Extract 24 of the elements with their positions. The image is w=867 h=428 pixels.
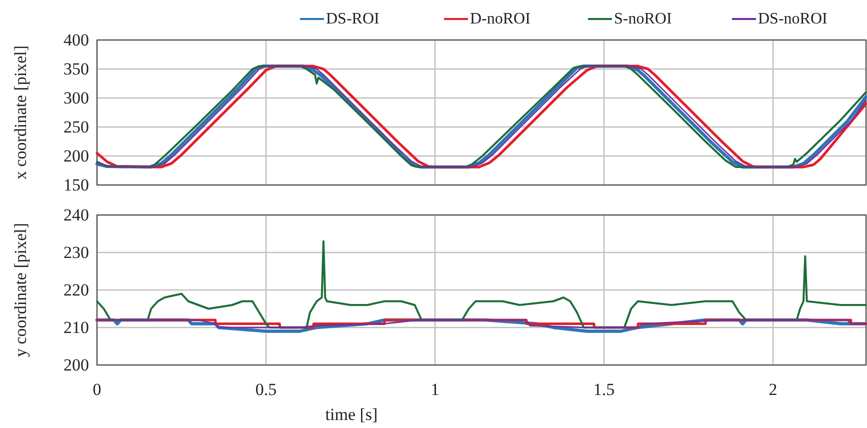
y-tick-label: 300: [64, 88, 89, 108]
y-tick-label: 400: [64, 30, 89, 50]
x-tick-label: 1.5: [593, 380, 615, 399]
x-axis-title: time [s]: [325, 405, 378, 424]
x-tick-label: 1: [430, 380, 440, 399]
y-axis-title: y coordinate [pixel]: [11, 222, 30, 358]
y-tick-label: 200: [64, 146, 89, 166]
legend-label: DS-noROI: [758, 10, 828, 28]
y-axis-title: x coordinate [pixel]: [11, 45, 30, 180]
y-tick-label: 220: [64, 280, 89, 300]
y-tick-label: 210: [64, 318, 89, 337]
y-tick-label: 150: [64, 176, 89, 194]
y-tick-label: 200: [64, 356, 89, 374]
legend-label: DS-ROI: [326, 10, 380, 28]
y-tick-label: 230: [64, 243, 89, 262]
y-tick-label: 350: [64, 60, 89, 78]
x-tick-label: 0: [92, 380, 102, 399]
x-tick-label: 0.5: [255, 380, 277, 399]
legend-label: D-noROI: [470, 10, 530, 28]
legend-label: S-noROI: [614, 10, 672, 28]
y-tick-label: 250: [64, 118, 89, 136]
y-tick-label: 240: [64, 206, 89, 224]
x-tick-label: 2: [768, 380, 778, 399]
line-series: [96, 240, 867, 328]
